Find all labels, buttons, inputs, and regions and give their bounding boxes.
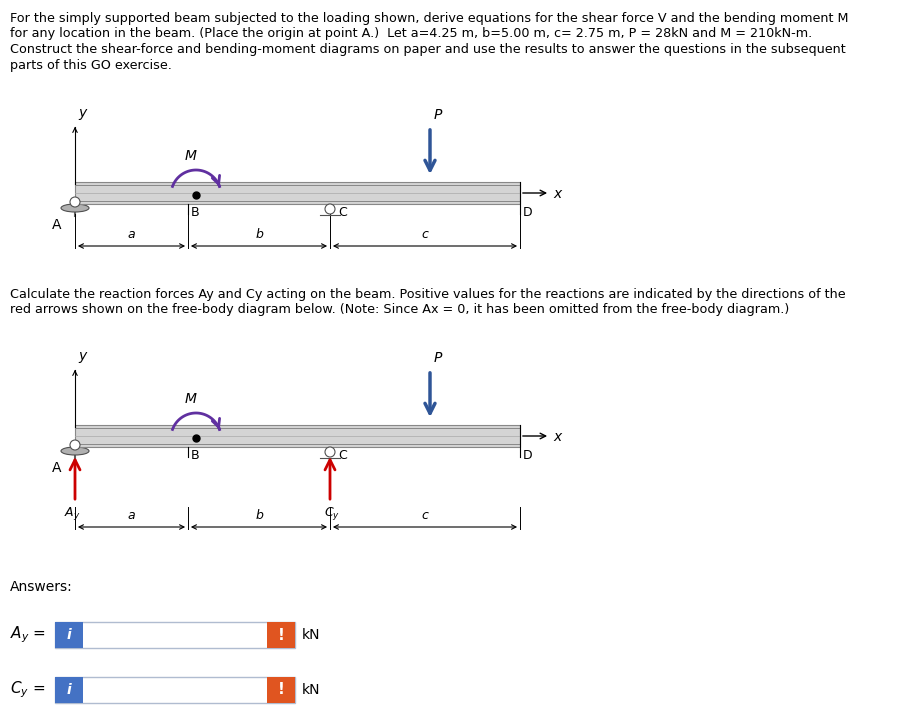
Text: M: M bbox=[185, 392, 197, 406]
Bar bbox=[75, 425, 519, 447]
Text: for any location in the beam. (Place the origin at point A.)  Let a=4.25 m, b=5.: for any location in the beam. (Place the… bbox=[10, 28, 811, 41]
Text: i: i bbox=[66, 628, 72, 642]
Text: B: B bbox=[191, 449, 199, 462]
Text: parts of this GO exercise.: parts of this GO exercise. bbox=[10, 58, 172, 71]
Text: y: y bbox=[78, 106, 86, 120]
Text: M: M bbox=[185, 149, 197, 163]
Text: D: D bbox=[522, 449, 532, 462]
Text: x: x bbox=[552, 430, 561, 444]
FancyBboxPatch shape bbox=[55, 677, 295, 703]
Ellipse shape bbox=[61, 447, 89, 455]
Text: $A_y$: $A_y$ bbox=[63, 505, 80, 522]
Circle shape bbox=[324, 204, 335, 214]
Text: A: A bbox=[52, 218, 62, 232]
Text: !: ! bbox=[278, 628, 284, 643]
Text: P: P bbox=[434, 108, 442, 122]
Text: B: B bbox=[191, 206, 199, 219]
FancyBboxPatch shape bbox=[55, 622, 295, 648]
Text: b: b bbox=[255, 509, 263, 522]
Circle shape bbox=[70, 197, 80, 207]
Text: A: A bbox=[52, 461, 62, 475]
Bar bbox=[55, 677, 83, 703]
Text: kN: kN bbox=[301, 683, 320, 697]
Text: $A_y$ =: $A_y$ = bbox=[10, 625, 46, 645]
Bar bbox=[75, 182, 519, 204]
Circle shape bbox=[70, 440, 80, 450]
Text: i: i bbox=[66, 683, 72, 697]
Bar bbox=[267, 622, 295, 648]
Text: Calculate the reaction forces Ay and Cy acting on the beam. Positive values for : Calculate the reaction forces Ay and Cy … bbox=[10, 288, 845, 301]
Text: y: y bbox=[78, 349, 86, 363]
Bar bbox=[267, 677, 295, 703]
Bar bbox=[55, 622, 83, 648]
Text: $C_y$: $C_y$ bbox=[323, 505, 340, 522]
Text: kN: kN bbox=[301, 628, 320, 642]
Text: c: c bbox=[421, 228, 428, 241]
Text: a: a bbox=[128, 228, 135, 241]
Text: For the simply supported beam subjected to the loading shown, derive equations f: For the simply supported beam subjected … bbox=[10, 12, 847, 25]
Text: b: b bbox=[255, 228, 263, 241]
Text: P: P bbox=[434, 351, 442, 365]
Text: x: x bbox=[552, 187, 561, 201]
Text: Answers:: Answers: bbox=[10, 580, 73, 594]
Text: $C_y$ =: $C_y$ = bbox=[10, 680, 45, 700]
Text: c: c bbox=[421, 509, 428, 522]
Ellipse shape bbox=[61, 204, 89, 212]
Text: Construct the shear-force and bending-moment diagrams on paper and use the resul: Construct the shear-force and bending-mo… bbox=[10, 43, 845, 56]
Text: a: a bbox=[128, 509, 135, 522]
Text: !: ! bbox=[278, 683, 284, 697]
Circle shape bbox=[324, 447, 335, 457]
Text: red arrows shown on the free-body diagram below. (Note: Since Ax = 0, it has bee: red arrows shown on the free-body diagra… bbox=[10, 304, 789, 317]
Text: C: C bbox=[337, 206, 346, 219]
Text: D: D bbox=[522, 206, 532, 219]
Text: C: C bbox=[337, 449, 346, 462]
